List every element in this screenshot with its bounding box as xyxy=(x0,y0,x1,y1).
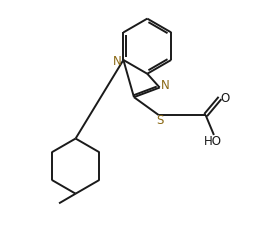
Text: O: O xyxy=(220,92,230,104)
Text: HO: HO xyxy=(203,134,222,148)
Text: N: N xyxy=(161,79,170,92)
Text: S: S xyxy=(157,113,164,127)
Text: N: N xyxy=(113,55,122,68)
